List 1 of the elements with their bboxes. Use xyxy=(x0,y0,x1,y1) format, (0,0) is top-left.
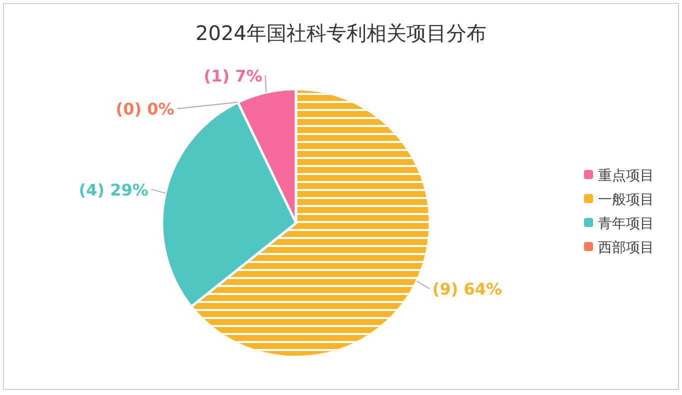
title: 2024年国社科专利相关项目分布 xyxy=(196,21,486,45)
